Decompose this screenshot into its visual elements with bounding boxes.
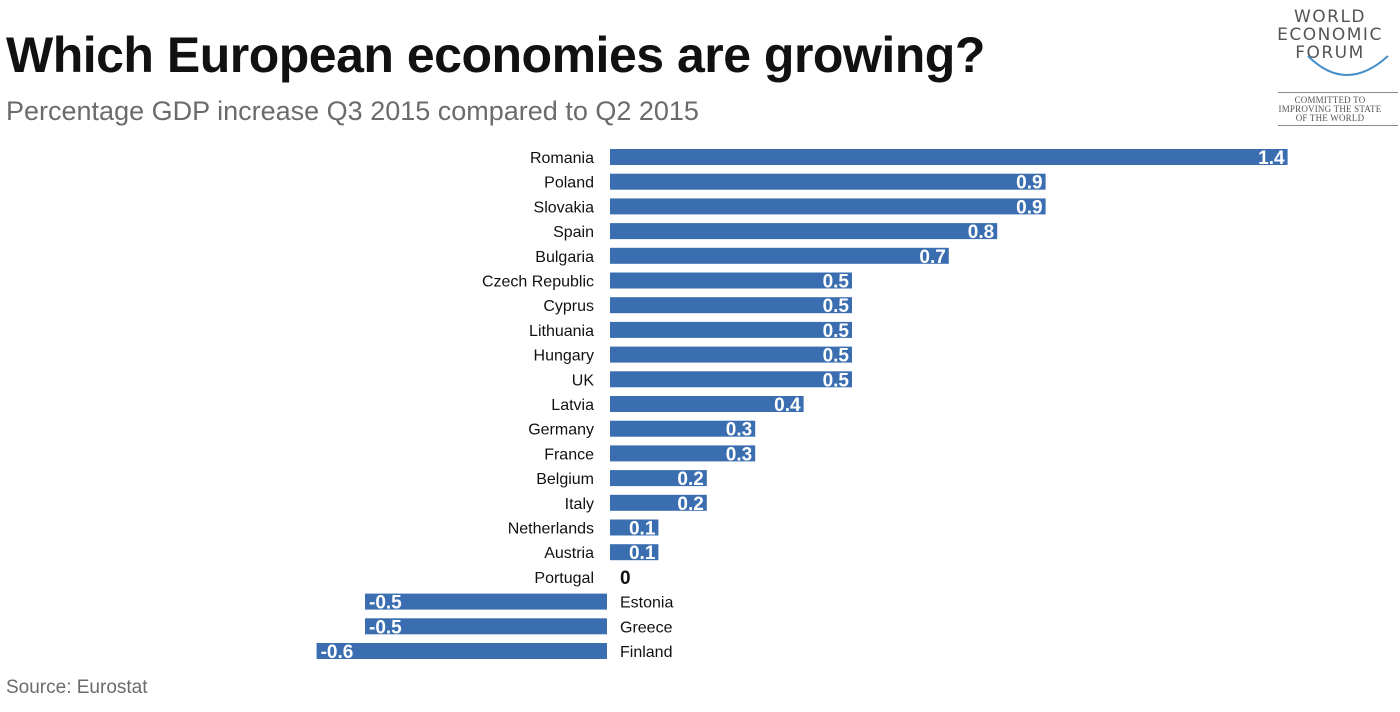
category-label-italy: Italy: [565, 496, 594, 513]
value-label-greece: -0.5: [369, 617, 402, 638]
value-label-bulgaria: 0.7: [919, 247, 945, 268]
bar-italy: [610, 494, 707, 511]
category-label-netherlands: Netherlands: [508, 521, 594, 538]
value-label-austria: 0.1: [629, 543, 656, 564]
category-label-greece: Greece: [620, 619, 673, 636]
logo-line-forum: FORUM: [1295, 43, 1365, 63]
source-note: Source: Eurostat: [6, 677, 148, 698]
value-label-hungary: 0.5: [823, 346, 850, 367]
bar-spain: [610, 223, 998, 240]
globe-arc-icon: [1307, 55, 1389, 76]
bar-poland: [610, 173, 1046, 190]
category-label-uk: UK: [572, 372, 595, 389]
category-label-belgium: Belgium: [536, 471, 594, 488]
bar-finland: [316, 643, 607, 659]
value-label-romania: 1.4: [1258, 148, 1285, 169]
bar-france: [610, 445, 756, 462]
logo-rule-bottom: [1278, 125, 1398, 126]
logo-tagline-2: IMPROVING THE STATE: [1278, 104, 1382, 114]
bar-hungary: [610, 346, 852, 363]
bar-estonia: [365, 593, 607, 610]
category-label-france: France: [544, 446, 594, 463]
category-label-cyprus: Cyprus: [543, 298, 594, 315]
logo-tagline-3: OF THE WORLD: [1295, 113, 1365, 123]
category-label-spain: Spain: [553, 224, 594, 241]
bar-slovakia: [610, 198, 1046, 215]
bar-belgium: [610, 470, 707, 487]
bar-austria: [610, 544, 659, 561]
value-label-spain: 0.8: [968, 222, 994, 243]
category-label-romania: Romania: [530, 150, 594, 167]
value-label-france: 0.3: [726, 444, 752, 465]
bar-netherlands: [610, 519, 659, 536]
value-label-belgium: 0.2: [677, 469, 703, 490]
logo-line-world: WORLD: [1293, 7, 1367, 27]
bar-greece: [365, 618, 607, 635]
value-label-poland: 0.9: [1016, 173, 1042, 194]
value-label-finland: -0.6: [321, 642, 354, 663]
category-label-hungary: Hungary: [534, 348, 594, 365]
bar-latvia: [610, 396, 804, 412]
value-label-uk: 0.5: [823, 370, 850, 391]
value-label-germany: 0.3: [726, 420, 752, 441]
logo-rule-top: [1278, 92, 1398, 93]
value-label-portugal: 0: [620, 568, 631, 589]
value-label-lithuania: 0.5: [823, 321, 850, 342]
bar-lithuania: [610, 321, 852, 338]
chart-title: Which European economies are growing?: [6, 27, 985, 83]
category-label-slovakia: Slovakia: [534, 199, 595, 216]
category-label-finland: Finland: [620, 644, 672, 661]
category-label-portugal: Portugal: [534, 570, 594, 587]
category-label-latvia: Latvia: [551, 397, 594, 414]
chart-subtitle: Percentage GDP increase Q3 2015 compared…: [6, 96, 699, 126]
bar-bulgaria: [610, 247, 949, 264]
bar-czech-republic: [610, 272, 852, 289]
value-label-latvia: 0.4: [774, 395, 801, 416]
bar-uk: [610, 371, 852, 388]
value-label-estonia: -0.5: [369, 593, 402, 614]
logo-tagline-1: COMMITTED TO: [1294, 95, 1366, 105]
bar-romania: [610, 149, 1288, 165]
logo-line-economic: ECONOMIC: [1277, 25, 1383, 45]
bar-cyprus: [610, 297, 852, 314]
value-label-netherlands: 0.1: [629, 519, 656, 540]
value-label-czech-republic: 0.5: [823, 272, 850, 293]
category-label-estonia: Estonia: [620, 595, 673, 612]
category-label-lithuania: Lithuania: [529, 323, 594, 340]
value-label-slovakia: 0.9: [1016, 197, 1042, 218]
bar-germany: [610, 420, 756, 437]
category-label-czech-republic: Czech Republic: [482, 274, 594, 291]
category-label-bulgaria: Bulgaria: [535, 249, 594, 266]
value-label-cyprus: 0.5: [823, 296, 850, 317]
category-label-poland: Poland: [544, 175, 594, 192]
wef-logo: WORLD ECONOMIC FORUM COMMITTED TO IMPROV…: [1262, 6, 1398, 130]
category-label-austria: Austria: [544, 545, 594, 562]
value-label-italy: 0.2: [677, 494, 703, 515]
category-label-germany: Germany: [528, 422, 594, 439]
